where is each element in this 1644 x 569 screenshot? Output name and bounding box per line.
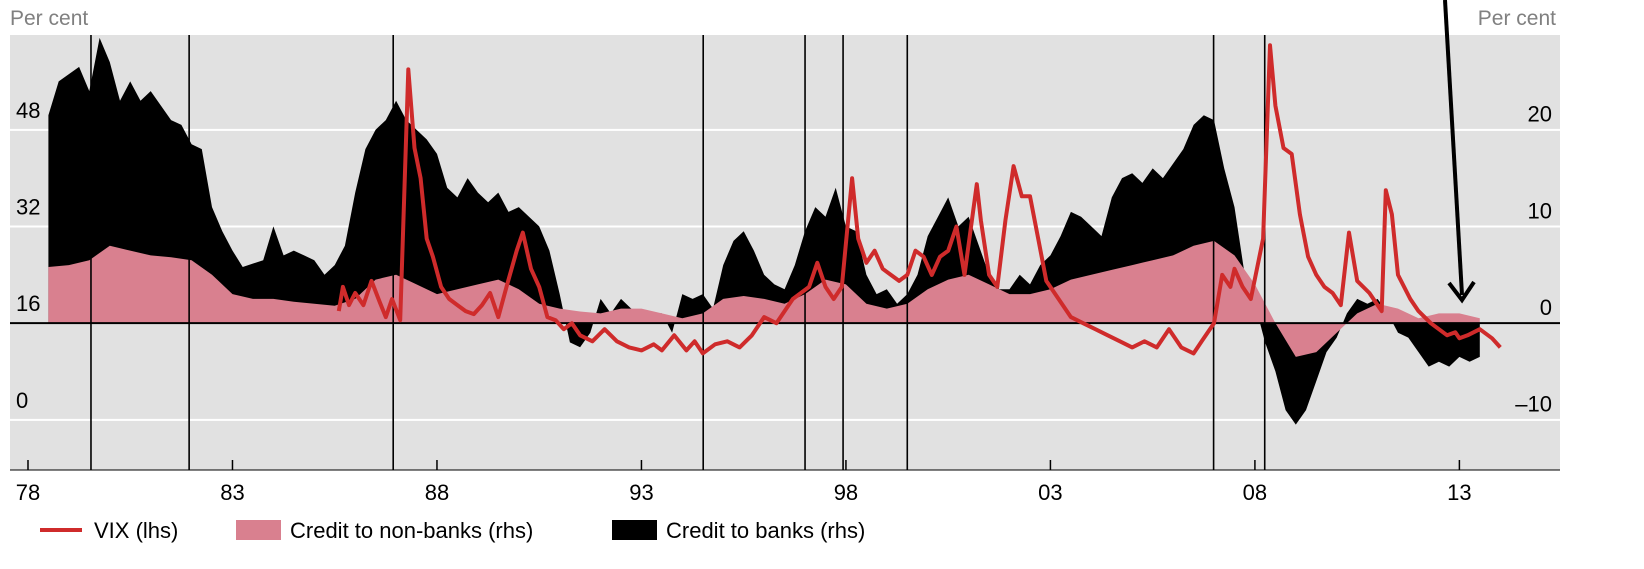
x-tick-label: 78 [16,480,40,505]
legend-swatch [612,520,657,540]
area [48,240,1480,357]
legend-swatch [236,520,281,540]
right-axis-label: Per cent [1478,7,1556,30]
plot-background [10,35,1560,470]
y-tick-label: 16 [16,291,40,316]
x-tick-label: 83 [220,480,244,505]
x-tick-label: 98 [834,480,858,505]
left-axis-label: Per cent [10,7,88,30]
legend: VIX (lhs) Credit to non-banks (rhs) Credit… [40,518,865,543]
line [336,43,1502,356]
annotation-arrow [1443,0,1464,296]
legend-label: VIX (lhs) [94,518,178,543]
plot-area [10,35,1560,470]
y-tick-label: 0 [16,388,28,413]
y2-tick-label: 20 [1528,102,1552,127]
x-tick-label: 13 [1447,480,1471,505]
x-tick-label: 88 [425,480,449,505]
y2-tick-label: 10 [1528,198,1552,223]
x-tick-label: 03 [1038,480,1062,505]
x-tick-label: 93 [629,480,653,505]
x-tick-label: 08 [1243,480,1267,505]
y2-tick-label: –10 [1515,392,1552,417]
y-tick-label: 48 [16,98,40,123]
y2-tick-label: 0 [1540,295,1552,320]
legend-label: Credit to banks (rhs) [666,518,865,543]
y-tick-label: 32 [16,195,40,220]
annotation-arrowhead [1447,280,1476,304]
legend-label: Credit to non-banks (rhs) [290,518,533,543]
